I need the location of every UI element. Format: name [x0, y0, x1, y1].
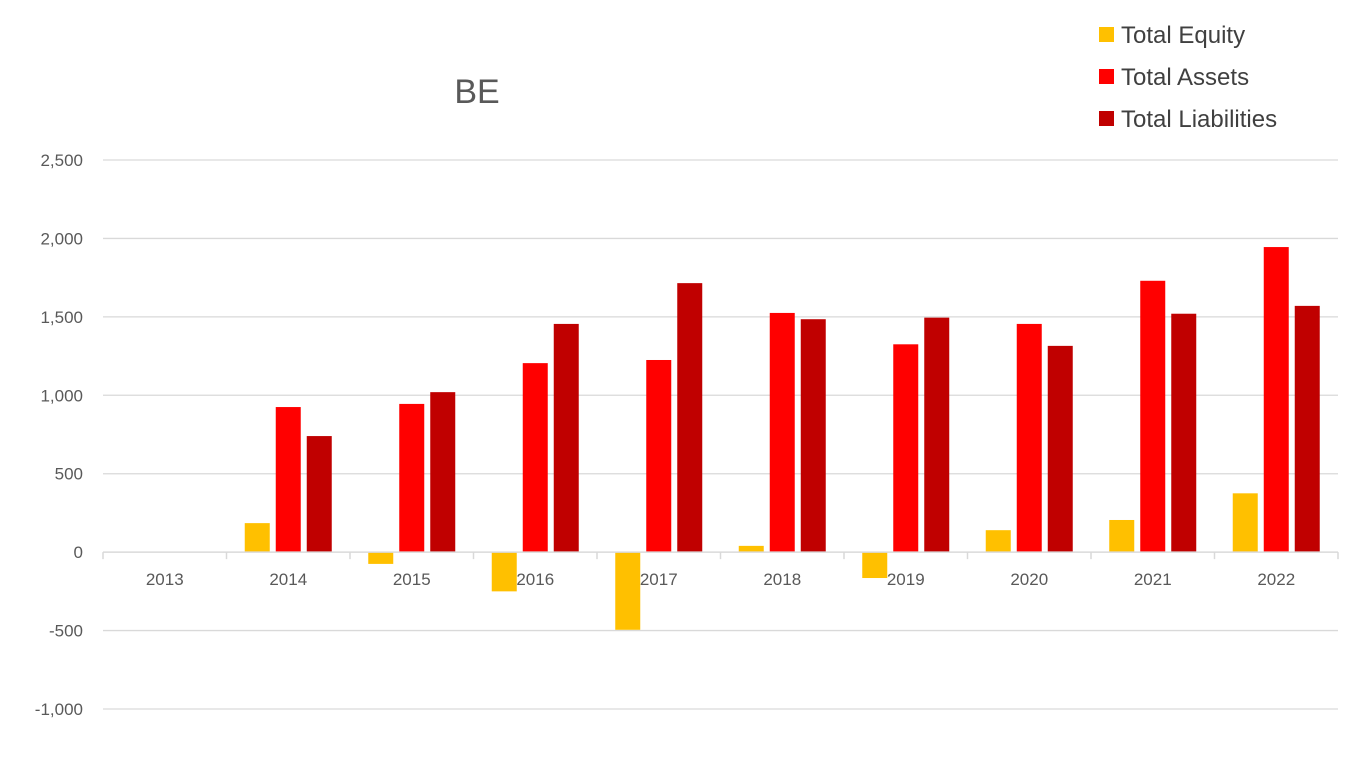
- bar-total-assets-2022: [1263, 247, 1289, 553]
- bar-total-equity-2020: [985, 530, 1011, 553]
- bar-total-equity-2015: [368, 552, 394, 564]
- bar-total-equity-2017: [615, 552, 641, 630]
- y-tick-label: -500: [49, 622, 83, 641]
- bar-total-liabilities-2020: [1047, 345, 1073, 553]
- bar-total-equity-2019: [862, 552, 888, 579]
- bar-total-equity-2016: [491, 552, 517, 592]
- bar-total-liabilities-2016: [553, 323, 579, 553]
- x-tick-label: 2016: [516, 570, 554, 589]
- x-tick-label: 2021: [1134, 570, 1172, 589]
- bar-total-liabilities-2014: [306, 436, 332, 553]
- bar-total-liabilities-2018: [800, 319, 826, 553]
- bar-total-assets-2019: [893, 344, 919, 553]
- legend-label: Total Assets: [1121, 64, 1249, 91]
- x-axis-tick-labels: 2013 2014 2015 2016 2017 2018 2019 2020 2021 2022: [102, 552, 1339, 589]
- y-tick-label: 2,000: [40, 229, 83, 248]
- bar-total-equity-2018: [738, 545, 764, 553]
- bar-total-assets-2018: [769, 312, 795, 553]
- x-tick-label: 2019: [887, 570, 925, 589]
- bar-total-assets-2015: [399, 403, 425, 553]
- bar-total-liabilities-2022: [1294, 305, 1320, 553]
- bars: [244, 247, 1320, 630]
- legend-label: Total Equity: [1121, 22, 1245, 49]
- y-tick-label: 0: [74, 543, 83, 562]
- x-tick-label: 2022: [1257, 570, 1295, 589]
- x-tick-label: 2014: [269, 570, 307, 589]
- bar-total-liabilities-2015: [430, 392, 456, 553]
- y-tick-label: 500: [55, 465, 83, 484]
- bar-total-equity-2022: [1232, 493, 1258, 553]
- bar-total-equity-2021: [1109, 519, 1135, 553]
- bar-total-assets-2021: [1140, 280, 1166, 553]
- bar-total-liabilities-2019: [924, 317, 950, 553]
- bar-total-assets-2020: [1016, 323, 1042, 553]
- bar-total-equity-2014: [244, 523, 270, 553]
- legend-swatch: [1099, 69, 1114, 84]
- y-axis-tick-labels: -1,000 -500 0 500 1,000 1,500 2,000 2,500: [35, 151, 83, 719]
- legend-swatch: [1099, 111, 1114, 126]
- bar-total-liabilities-2021: [1171, 313, 1197, 553]
- y-tick-label: 1,000: [40, 386, 83, 405]
- y-tick-label: 1,500: [40, 308, 83, 327]
- y-tick-label: -1,000: [35, 700, 83, 719]
- x-tick-label: 2015: [393, 570, 431, 589]
- bar-total-assets-2016: [522, 363, 548, 553]
- x-tick-label: 2018: [763, 570, 801, 589]
- x-tick-label: 2020: [1010, 570, 1048, 589]
- bar-total-liabilities-2017: [677, 283, 703, 553]
- x-tick-label: 2013: [146, 570, 184, 589]
- legend: Total Equity Total Assets Total Liabilitie…: [1099, 22, 1277, 133]
- legend-swatch: [1099, 27, 1114, 42]
- chart-title: BE: [454, 73, 499, 111]
- bar-total-assets-2014: [275, 407, 301, 553]
- x-tick-label: 2017: [640, 570, 678, 589]
- legend-label: Total Liabilities: [1121, 106, 1277, 133]
- bar-total-assets-2017: [646, 359, 672, 553]
- y-tick-label: 2,500: [40, 151, 83, 170]
